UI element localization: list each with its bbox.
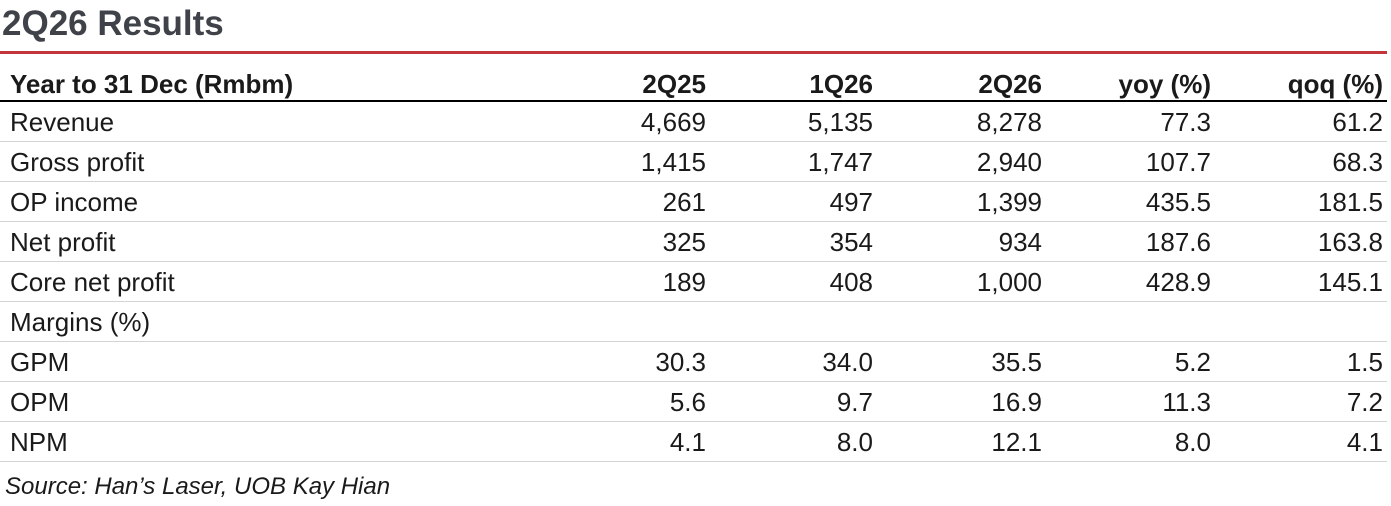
table-cell: 5.2 [1046, 341, 1215, 382]
table-row: OPM 5.6 9.7 16.9 11.3 7.2 [0, 381, 1387, 422]
table-cell: 325 [548, 221, 710, 262]
row-label: GPM [0, 341, 548, 382]
table-cell: 4.1 [548, 421, 710, 462]
table-cell: 1,000 [877, 261, 1046, 302]
row-label: Core net profit [0, 261, 548, 302]
table-row: Gross profit 1,415 1,747 2,940 107.7 68.… [0, 141, 1387, 182]
results-table: Year to 31 Dec (Rmbm) 2Q25 1Q26 2Q26 yoy… [0, 62, 1387, 462]
section-label: Margins (%) [0, 301, 548, 342]
table-cell: 7.2 [1215, 381, 1387, 422]
table-cell: 77.3 [1046, 101, 1215, 142]
column-header: 2Q26 [877, 62, 1046, 102]
table-cell [1046, 301, 1215, 342]
table-cell: 34.0 [710, 341, 877, 382]
table-cell: 8.0 [710, 421, 877, 462]
table-cell: 1,399 [877, 181, 1046, 222]
column-header: 2Q25 [548, 62, 710, 102]
table-cell: 261 [548, 181, 710, 222]
table-cell: 1.5 [1215, 341, 1387, 382]
column-header: 1Q26 [710, 62, 877, 102]
table-cell: 145.1 [1215, 261, 1387, 302]
table-cell: 435.5 [1046, 181, 1215, 222]
table-row: Margins (%) [0, 301, 1387, 342]
column-header: qoq (%) [1215, 62, 1387, 102]
table-cell: 8.0 [1046, 421, 1215, 462]
table-cell: 408 [710, 261, 877, 302]
table-cell: 4.1 [1215, 421, 1387, 462]
table-cell: 428.9 [1046, 261, 1215, 302]
row-label: NPM [0, 421, 548, 462]
row-label: OPM [0, 381, 548, 422]
table-cell: 187.6 [1046, 221, 1215, 262]
table-header-row: Year to 31 Dec (Rmbm) 2Q25 1Q26 2Q26 yoy… [0, 62, 1387, 102]
table-cell: 163.8 [1215, 221, 1387, 262]
table-cell: 181.5 [1215, 181, 1387, 222]
table-cell [1215, 301, 1387, 342]
table-cell: 189 [548, 261, 710, 302]
table-cell: 35.5 [877, 341, 1046, 382]
title-divider [0, 51, 1387, 54]
page-title: 2Q26 Results [2, 4, 224, 43]
table-cell: 30.3 [548, 341, 710, 382]
row-label: Revenue [0, 101, 548, 142]
table-cell [877, 301, 1046, 342]
table-cell: 68.3 [1215, 141, 1387, 182]
table-cell: 497 [710, 181, 877, 222]
table-cell: 16.9 [877, 381, 1046, 422]
table-row: NPM 4.1 8.0 12.1 8.0 4.1 [0, 421, 1387, 462]
table-row: OP income 261 497 1,399 435.5 181.5 [0, 181, 1387, 222]
table-cell: 61.2 [1215, 101, 1387, 142]
table-cell: 354 [710, 221, 877, 262]
row-label: Gross profit [0, 141, 548, 182]
table-cell: 5,135 [710, 101, 877, 142]
table-row: Core net profit 189 408 1,000 428.9 145.… [0, 261, 1387, 302]
table-cell: 1,747 [710, 141, 877, 182]
source-note: Source: Han’s Laser, UOB Kay Hian [5, 473, 391, 500]
table-cell: 934 [877, 221, 1046, 262]
table-row: GPM 30.3 34.0 35.5 5.2 1.5 [0, 341, 1387, 382]
table-cell [710, 301, 877, 342]
table-cell: 9.7 [710, 381, 877, 422]
table-cell: 107.7 [1046, 141, 1215, 182]
column-header: yoy (%) [1046, 62, 1215, 102]
table-cell: 2,940 [877, 141, 1046, 182]
row-label: Net profit [0, 221, 548, 262]
table-cell: 11.3 [1046, 381, 1215, 422]
table-cell: 4,669 [548, 101, 710, 142]
row-label: OP income [0, 181, 548, 222]
table-cell: 12.1 [877, 421, 1046, 462]
table-row: Net profit 325 354 934 187.6 163.8 [0, 221, 1387, 262]
table-cell: 1,415 [548, 141, 710, 182]
table-row: Revenue 4,669 5,135 8,278 77.3 61.2 [0, 101, 1387, 142]
column-header: Year to 31 Dec (Rmbm) [0, 62, 548, 102]
table-cell: 5.6 [548, 381, 710, 422]
table-cell [548, 301, 710, 342]
table-cell: 8,278 [877, 101, 1046, 142]
